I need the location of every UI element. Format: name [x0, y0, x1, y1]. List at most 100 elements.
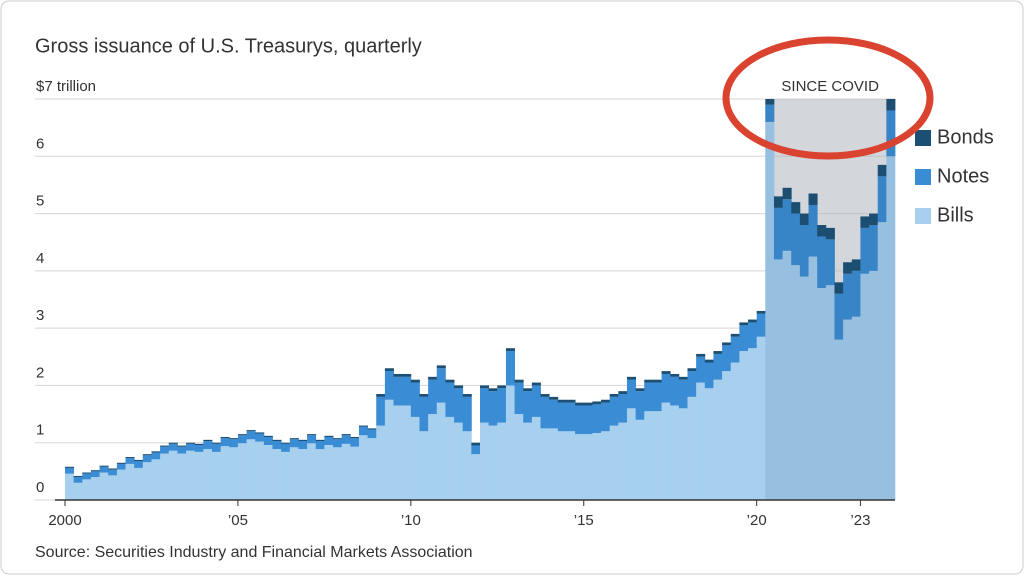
bar-segment — [583, 405, 593, 435]
legend-swatch — [915, 169, 931, 185]
bar-segment — [134, 467, 144, 500]
bar-segment — [497, 422, 507, 500]
bar-segment — [523, 391, 533, 423]
bar-segment — [65, 467, 75, 474]
bar-segment — [324, 435, 334, 437]
bar-segment — [177, 453, 187, 500]
bar-segment — [246, 439, 256, 500]
bar-segment — [393, 405, 403, 500]
bar-segment — [263, 436, 273, 446]
bar-segment — [869, 270, 879, 500]
bar-segment — [540, 396, 550, 429]
bar-segment — [134, 459, 144, 462]
bar-segment — [687, 371, 697, 397]
bar-segment — [626, 376, 637, 380]
bar-segment — [298, 439, 308, 441]
bar-segment — [237, 435, 247, 444]
bar-segment — [687, 396, 697, 500]
bar-segment — [272, 449, 282, 500]
bar-segment — [834, 293, 844, 340]
bar-segment — [436, 402, 446, 500]
bar-segment — [142, 462, 152, 500]
bar-segment — [151, 459, 161, 500]
bar-segment — [358, 425, 369, 427]
bar-segment — [384, 399, 394, 500]
source: Source: Securities Industry and Financia… — [35, 544, 473, 561]
bar-segment — [445, 416, 455, 500]
bar-segment — [393, 376, 403, 406]
bar-segment — [168, 443, 178, 451]
bar-segment — [851, 316, 861, 500]
bar-segment — [384, 368, 394, 372]
bar-segment — [307, 434, 317, 436]
bar-segment — [834, 282, 844, 294]
bar-segment — [298, 440, 308, 450]
bar-segment — [125, 457, 135, 459]
bar-segment — [376, 396, 386, 426]
bar-segment — [799, 225, 809, 277]
bar-segment — [566, 402, 576, 432]
bar-segment — [869, 213, 879, 226]
bar-segment — [82, 472, 92, 474]
bar-segment — [670, 373, 680, 377]
bar-segment — [307, 435, 317, 444]
y-tick-label: 1 — [36, 422, 44, 439]
bar-segment — [428, 376, 438, 380]
bar-segment — [652, 411, 662, 500]
y-tick-label: 0 — [36, 479, 44, 496]
bar-segment — [454, 422, 464, 500]
bar-segment — [263, 445, 273, 500]
bar-segment — [505, 385, 515, 500]
bar-segment — [549, 396, 559, 400]
bar-segment — [436, 368, 446, 403]
bar-segment — [756, 313, 766, 337]
bar-segment — [514, 382, 524, 415]
bar-segment — [609, 425, 619, 500]
legend-label: Notes — [937, 165, 989, 187]
bar-segment — [151, 452, 161, 460]
bar-segment — [99, 466, 109, 473]
bar-segment — [661, 371, 671, 374]
highlight-circle — [722, 36, 934, 160]
bar-segment — [315, 439, 325, 441]
bar-segment — [237, 434, 247, 436]
y-tick-label: 5 — [36, 193, 44, 210]
bar-segment — [229, 439, 239, 448]
bar-segment — [436, 365, 446, 369]
x-tick-label: ’23 — [850, 512, 870, 529]
bar-segment — [99, 472, 109, 500]
bar-segment — [540, 428, 550, 500]
bar-segment — [609, 396, 619, 426]
bar-segment — [756, 336, 766, 500]
bar-segment — [73, 477, 83, 483]
bar-segment — [748, 322, 758, 349]
bar-segment — [289, 447, 299, 500]
bar-segment — [402, 405, 412, 500]
bar-segment — [488, 388, 498, 392]
bar-segment — [471, 445, 481, 455]
bar-segment — [739, 322, 749, 326]
bar-segment — [324, 445, 334, 500]
bar-segment — [782, 187, 792, 200]
bar-segment — [108, 469, 118, 476]
bar-segment — [722, 345, 732, 372]
legend-label: Bills — [937, 204, 974, 226]
covid-overlay — [765, 99, 895, 500]
bar-segment — [609, 394, 619, 397]
bar-segment — [557, 402, 567, 432]
bar-segment — [678, 379, 688, 409]
bar-segment — [350, 436, 360, 439]
bar-segment — [618, 394, 628, 423]
bar-segment — [626, 408, 637, 500]
bar-segment — [851, 270, 861, 317]
bar-segment — [350, 446, 360, 500]
bar-segment — [445, 382, 455, 417]
bar-segment — [713, 351, 723, 354]
bar-segment — [428, 379, 438, 415]
bar-segment — [678, 408, 688, 500]
bar-segment — [255, 441, 265, 500]
bar-segment — [773, 259, 784, 500]
bar-segment — [367, 429, 377, 439]
bar-segment — [402, 373, 412, 377]
bar-segment — [220, 438, 230, 447]
